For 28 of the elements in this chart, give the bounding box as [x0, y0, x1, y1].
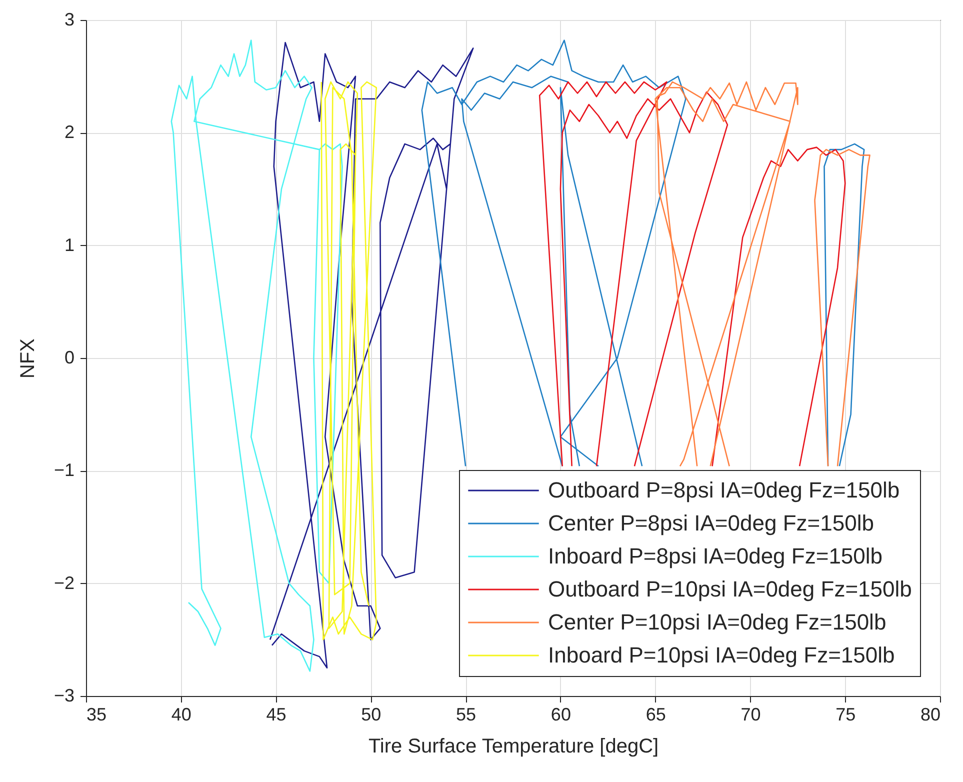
- line-series: [320, 81, 378, 640]
- legend-label: Center P=8psi IA=0deg Fz=150lb: [548, 510, 874, 536]
- y-tick-label: 1: [64, 234, 74, 255]
- x-tick-label: 35: [86, 704, 107, 724]
- x-tick-label: 75: [836, 704, 856, 724]
- legend-label: Inboard P=10psi IA=0deg Fz=150lb: [548, 642, 895, 668]
- y-tick-label: −3: [54, 686, 74, 706]
- x-tick-label: 80: [920, 704, 940, 724]
- y-tick-label: 2: [64, 122, 74, 142]
- line-series: [269, 42, 474, 668]
- y-tick-label: −1: [54, 460, 74, 480]
- legend-label: Outboard P=8psi IA=0deg Fz=150lb: [548, 478, 900, 502]
- legend-label: Center P=10psi IA=0deg Fz=150lb: [548, 610, 886, 634]
- legend-label: Inboard P=8psi IA=0deg Fz=150lb: [548, 544, 883, 568]
- x-tick-label: 65: [646, 704, 666, 724]
- x-tick-label: 60: [550, 704, 571, 724]
- y-tick-label: −2: [54, 572, 74, 593]
- x-tick-label: 40: [171, 704, 192, 724]
- x-tick-label: 55: [456, 704, 476, 724]
- y-axis-title: NFX: [16, 338, 39, 378]
- line-series: [170, 40, 343, 672]
- x-axis-title: Tire Surface Temperature [degC]: [368, 736, 659, 758]
- y-tick-label: 3: [64, 10, 74, 30]
- x-tick-label: 50: [361, 704, 382, 724]
- y-tick-label: 0: [64, 348, 74, 368]
- x-tick-label: 45: [266, 704, 286, 724]
- legend-label: Outboard P=10psi IA=0deg Fz=150lb: [548, 576, 912, 602]
- x-tick-label: 70: [740, 704, 761, 724]
